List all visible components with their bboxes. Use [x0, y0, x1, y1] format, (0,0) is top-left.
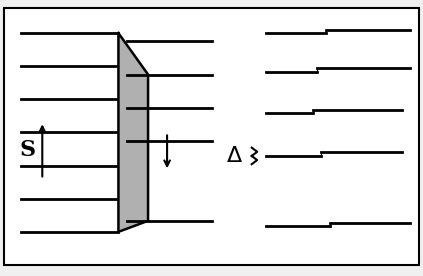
Polygon shape — [118, 33, 148, 232]
Text: S: S — [19, 139, 36, 161]
Text: $\Delta$: $\Delta$ — [226, 145, 243, 167]
FancyBboxPatch shape — [4, 8, 419, 265]
